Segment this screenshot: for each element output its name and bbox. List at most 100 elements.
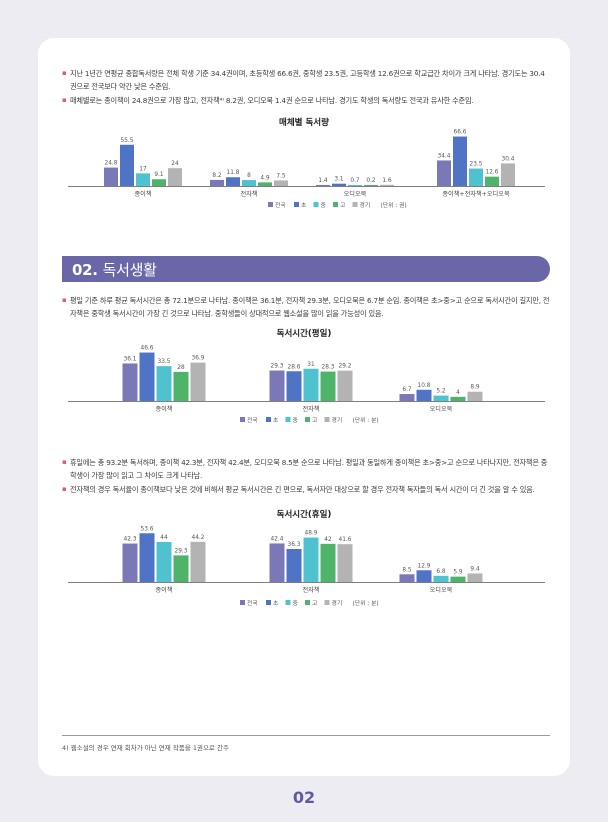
category-label: 종이책 (155, 586, 172, 594)
data-label: 28 (177, 365, 185, 371)
legend-label: 경기 (360, 201, 371, 209)
bar-전국-오디오북 (316, 184, 330, 186)
bar-경기-종이책 (168, 168, 182, 186)
data-label: 11.8 (227, 170, 240, 176)
data-label: 1.4 (318, 178, 328, 184)
category-label: 종이책 (134, 190, 151, 198)
bar-초-전자책 (286, 371, 302, 401)
legend-label: 전국 (247, 599, 258, 607)
bar-고-종이책 (173, 371, 189, 401)
data-label: 66.6 (454, 130, 467, 136)
bar-초-오디오북 (416, 570, 432, 582)
data-label: 31 (307, 362, 315, 368)
unit-label: (단위 : 분) (353, 416, 379, 424)
legend-swatch-경기 (352, 202, 358, 207)
data-label: 34.4 (438, 153, 451, 159)
bullet-holiday-time: 휴일에는 총 93.2분 독서하며, 종이책 42.3분, 전자책 42.4분,… (62, 456, 550, 482)
chart-title-media-reading: 매체별 독서량 (279, 118, 329, 128)
chart-title-weekday: 독서시간(평일) (276, 329, 332, 339)
data-label: 53.6 (141, 526, 154, 532)
bar-초-종이책 (139, 533, 155, 582)
data-label: 28.3 (322, 365, 335, 371)
legend-label: 초 (273, 417, 279, 424)
bar-경기-오디오북 (467, 391, 483, 401)
data-label: 29.3 (271, 364, 284, 370)
data-label: 24.8 (105, 161, 118, 167)
chart-holiday-time: 42.3 53.6 44 29.3 44.2 종이책 42.4 36.3 48.9 42 41.6 전… (68, 526, 545, 607)
bar-중-오디오북 (433, 575, 449, 582)
data-label: 24 (171, 161, 179, 167)
legend-swatch-초 (266, 417, 271, 422)
footnote: 4) 웹소설의 경우 연재 회차가 아닌 연재 작품을 1권으로 간주 (62, 744, 229, 752)
legend-swatch-경기 (324, 417, 330, 422)
category-label: 전자책 (302, 586, 319, 594)
data-label: 44 (160, 535, 168, 541)
data-label: 5.9 (453, 570, 463, 576)
data-label: 9.4 (470, 566, 480, 572)
legend-swatch-경기 (324, 600, 330, 605)
data-label: 44.2 (192, 535, 205, 541)
bullet-weekday-time: 평일 기준 하루 평균 독서시간은 총 72.1분으로 나타남. 종이책은 36… (62, 294, 550, 320)
data-label: 17 (139, 166, 147, 172)
bar-경기-전자책 (337, 370, 353, 401)
bar-경기-종이책 (190, 362, 206, 401)
bar-초-종이책+전자책+오디오북 (453, 136, 467, 186)
bullet-annual-reading: 지난 1년간 연평균 종합독서량은 전체 학생 기준 34.4권이며, 초등학생… (62, 67, 550, 93)
data-label: 4.9 (260, 175, 270, 181)
data-label: 23.5 (470, 162, 483, 168)
bar-고-전자책 (258, 182, 272, 186)
category-label: 종이책 (155, 405, 172, 413)
data-label: 33.5 (158, 359, 171, 365)
bar-중-종이책+전자책+오디오북 (469, 168, 483, 186)
legend-label: 중 (293, 417, 299, 424)
bar-전국-오디오북 (399, 394, 415, 401)
bar-경기-종이책 (190, 541, 206, 582)
data-label: 42.3 (124, 537, 137, 543)
data-label: 9.1 (154, 172, 164, 178)
bar-중-오디오북 (433, 395, 449, 401)
bar-고-전자책 (320, 543, 336, 582)
bar-전국-전자책 (269, 543, 285, 582)
bar-고-전자책 (320, 371, 336, 401)
section-title: 02. 독서생활 (72, 259, 157, 280)
bar-전국-종이책 (104, 167, 118, 186)
unit-label: (단위 : 권) (381, 201, 407, 209)
category-label: 오디오북 (344, 190, 367, 198)
bar-고-종이책+전자책+오디오북 (485, 176, 499, 186)
data-label: 36.1 (124, 356, 137, 362)
legend-label: 중 (321, 202, 327, 209)
data-label: 30.4 (502, 156, 515, 162)
category-label: 오디오북 (430, 405, 453, 413)
data-label: 8.5 (402, 567, 412, 573)
bar-전국-전자책 (269, 370, 285, 401)
legend-swatch-고 (333, 202, 338, 207)
data-label: 42 (324, 537, 332, 543)
bar-경기-전자책 (337, 544, 353, 582)
data-label: 6.8 (436, 569, 446, 575)
unit-label: (단위 : 분) (353, 599, 379, 607)
bar-경기-오디오북 (380, 184, 394, 186)
bar-경기-종이책+전자책+오디오북 (501, 163, 515, 186)
bar-전국-종이책 (122, 363, 138, 401)
legend-label: 경기 (332, 416, 343, 424)
bar-초-종이책 (120, 144, 134, 186)
legend-label: 고 (340, 202, 346, 209)
data-label: 3.1 (334, 177, 344, 183)
bar-경기-오디오북 (467, 573, 483, 582)
legend-label: 초 (273, 600, 279, 607)
legend-swatch-중 (313, 202, 319, 207)
bar-중-종이책 (156, 366, 172, 401)
bar-고-오디오북 (450, 396, 466, 401)
data-label: 29.3 (175, 548, 188, 554)
bar-중-오디오북 (348, 185, 362, 186)
category-label: 전자책 (302, 405, 319, 413)
data-label: 8.2 (212, 173, 222, 179)
legend-swatch-전국 (240, 417, 245, 422)
bar-초-전자책 (286, 549, 302, 582)
bar-전국-오디오북 (399, 574, 415, 582)
data-label: 46.6 (141, 346, 154, 352)
bar-고-종이책 (173, 555, 189, 582)
data-label: 12.6 (486, 170, 499, 176)
section-number: 02. (72, 261, 98, 279)
data-label: 36.9 (192, 356, 205, 362)
